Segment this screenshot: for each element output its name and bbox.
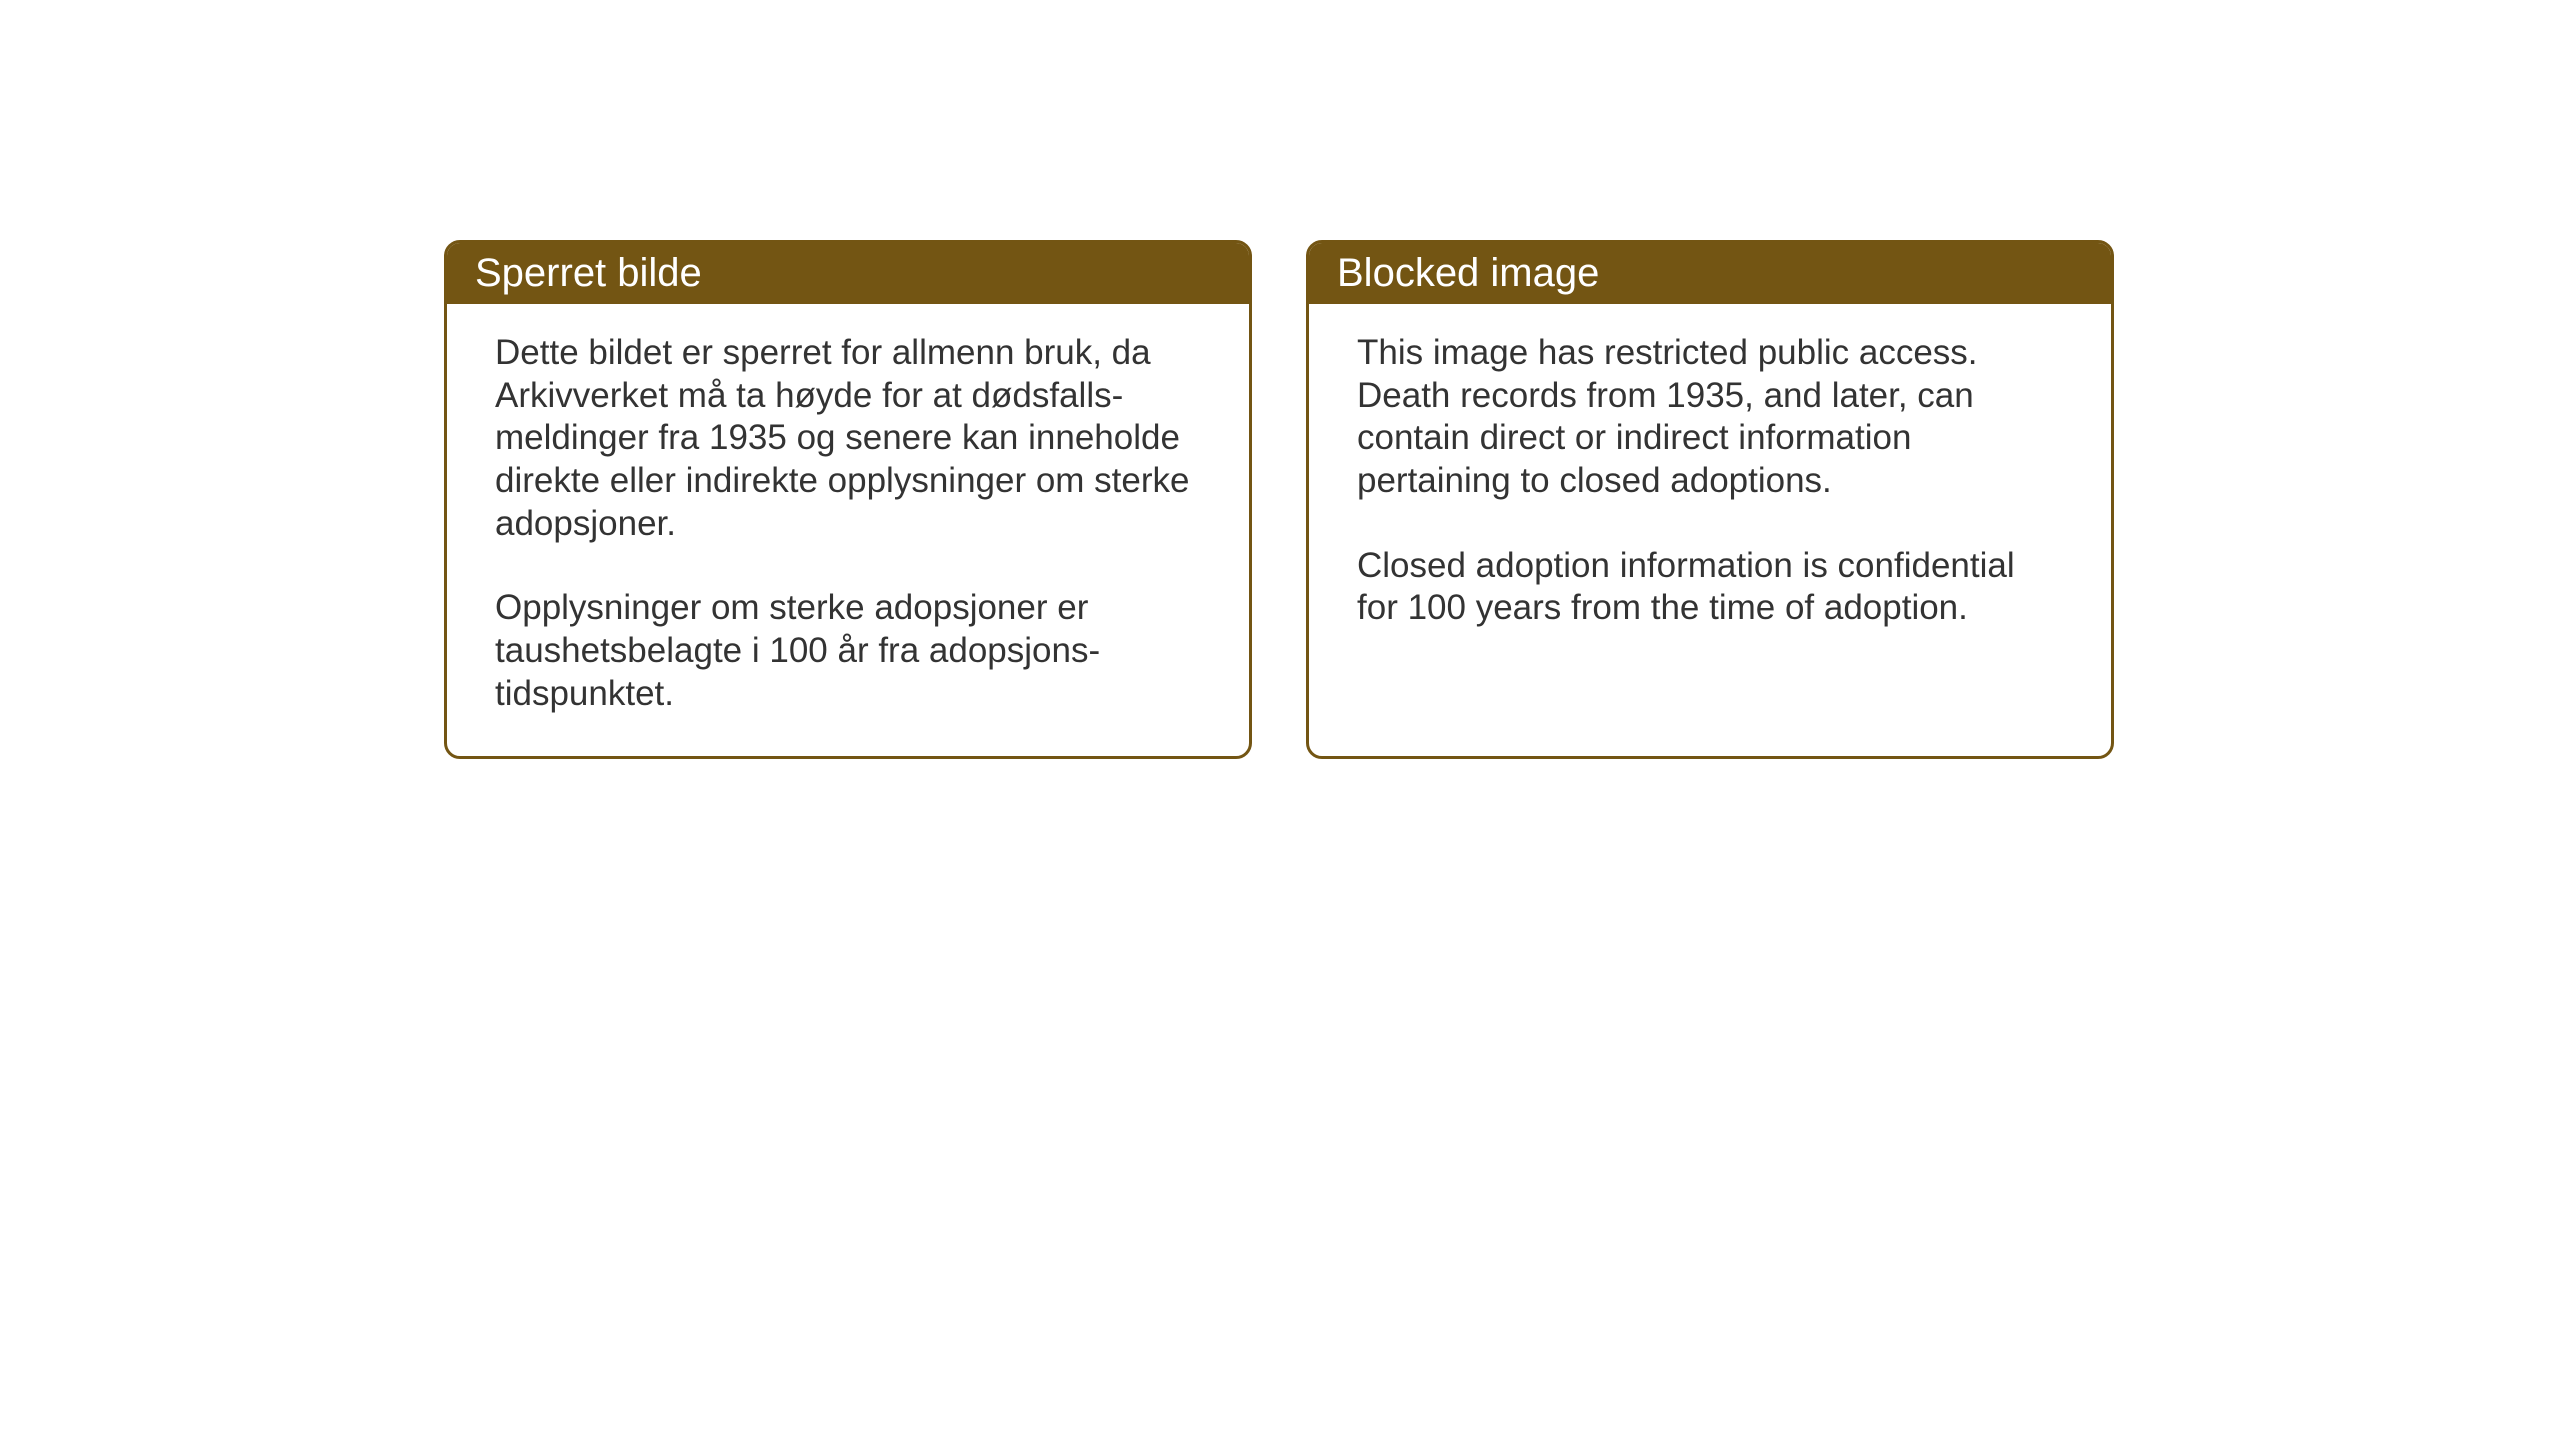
card-paragraph1-english: This image has restricted public access.…	[1357, 332, 2063, 503]
card-title-norwegian: Sperret bilde	[475, 251, 702, 295]
card-paragraph2-norwegian: Opplysninger om sterke adopsjoner er tau…	[495, 587, 1201, 715]
card-title-english: Blocked image	[1337, 251, 1599, 295]
notice-card-english: Blocked image This image has restricted …	[1306, 240, 2114, 759]
card-header-norwegian: Sperret bilde	[447, 243, 1249, 304]
card-body-norwegian: Dette bildet er sperret for allmenn bruk…	[447, 304, 1249, 756]
card-paragraph1-norwegian: Dette bildet er sperret for allmenn bruk…	[495, 332, 1201, 545]
card-header-english: Blocked image	[1309, 243, 2111, 304]
notice-container: Sperret bilde Dette bildet er sperret fo…	[444, 240, 2114, 759]
notice-card-norwegian: Sperret bilde Dette bildet er sperret fo…	[444, 240, 1252, 759]
card-paragraph2-english: Closed adoption information is confident…	[1357, 545, 2063, 630]
card-body-english: This image has restricted public access.…	[1309, 304, 2111, 704]
